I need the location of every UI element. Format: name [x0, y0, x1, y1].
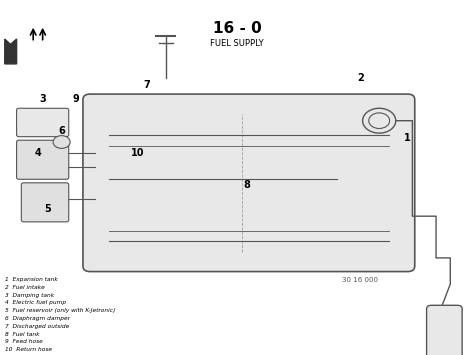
Text: 2: 2 — [357, 73, 364, 83]
Text: 4: 4 — [35, 148, 41, 158]
Text: 2  Fuel intake: 2 Fuel intake — [5, 285, 45, 290]
Text: 5: 5 — [44, 204, 51, 214]
Polygon shape — [5, 39, 17, 64]
FancyBboxPatch shape — [17, 140, 69, 179]
Text: 4  Electric fuel pump: 4 Electric fuel pump — [5, 300, 66, 305]
FancyBboxPatch shape — [17, 108, 69, 137]
Text: 7: 7 — [144, 80, 150, 90]
FancyBboxPatch shape — [21, 183, 69, 222]
Text: 10  Return hose: 10 Return hose — [5, 347, 52, 352]
FancyBboxPatch shape — [83, 94, 415, 272]
FancyBboxPatch shape — [427, 305, 462, 355]
Text: 6  Diaphragm damper: 6 Diaphragm damper — [5, 316, 70, 321]
Text: 9: 9 — [73, 94, 79, 104]
Text: 10: 10 — [131, 148, 144, 158]
Text: 6: 6 — [58, 126, 65, 136]
Text: 8  Fuel tank: 8 Fuel tank — [5, 332, 39, 337]
Text: 3  Damping tank: 3 Damping tank — [5, 293, 54, 297]
Circle shape — [53, 136, 70, 148]
Text: 5  Fuel reservoir (only with K-Jetronic): 5 Fuel reservoir (only with K-Jetronic) — [5, 308, 115, 313]
Text: 30 16 000: 30 16 000 — [342, 277, 378, 283]
Text: 1: 1 — [404, 133, 411, 143]
Text: 3: 3 — [39, 94, 46, 104]
Text: 8: 8 — [243, 180, 250, 190]
Text: 1  Expansion tank: 1 Expansion tank — [5, 277, 57, 282]
Text: 9  Feed hose: 9 Feed hose — [5, 339, 43, 344]
Text: FUEL SUPPLY: FUEL SUPPLY — [210, 39, 264, 48]
Text: 16 - 0: 16 - 0 — [213, 21, 261, 36]
Text: 7  Discharged outside: 7 Discharged outside — [5, 324, 69, 329]
